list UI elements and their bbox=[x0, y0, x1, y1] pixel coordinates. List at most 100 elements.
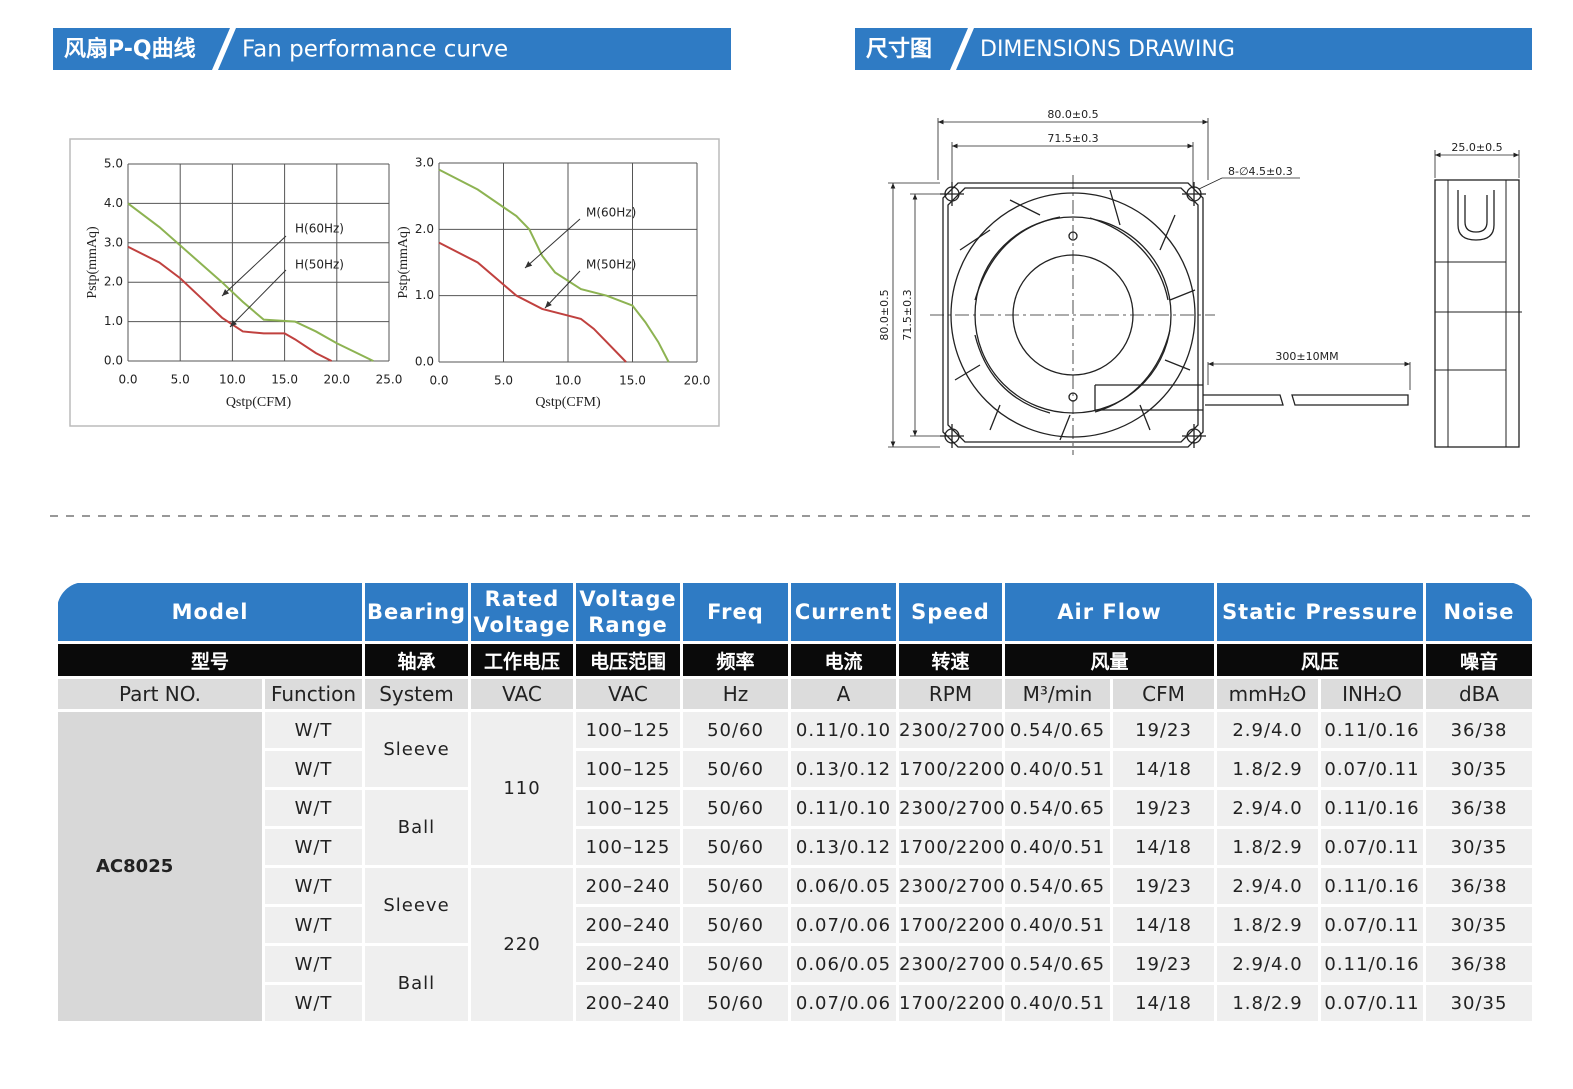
table-row: W/T Ball 100–125 50/60 0.11/0.10 2300/2700 0.5… bbox=[57, 787, 1535, 868]
unit-cell: System bbox=[362, 676, 471, 712]
data-cell: 200–240 bbox=[573, 865, 683, 907]
header-cell: Static Pressure bbox=[1214, 580, 1426, 644]
series-label: H(50Hz) bbox=[295, 258, 344, 272]
x-tick-label: 5.0 bbox=[171, 373, 190, 387]
leader bbox=[1198, 177, 1300, 190]
data-cell: 0.54/0.65 bbox=[1002, 709, 1113, 751]
unit-cell: CFM bbox=[1110, 676, 1217, 712]
data-cell: 50/60 bbox=[680, 748, 791, 790]
x-tick-label: 20.0 bbox=[323, 373, 350, 387]
data-cell: 0.07/0.11 bbox=[1318, 748, 1426, 790]
series-line bbox=[127, 245, 333, 362]
data-cell: 0.06/0.05 bbox=[788, 865, 899, 907]
data-cell: 0.13/0.12 bbox=[788, 748, 899, 790]
data-cell: W/T bbox=[262, 943, 365, 985]
unit-cell: INH₂O bbox=[1318, 676, 1426, 712]
y-axis-label: Pstp(mmAq) bbox=[396, 226, 411, 299]
data-cell: 100–125 bbox=[573, 826, 683, 868]
series-line bbox=[127, 202, 374, 362]
unit-cell: RPM bbox=[896, 676, 1005, 712]
header-cell-cn: 工作电压 bbox=[468, 641, 576, 679]
data-cell: 0.11/0.16 bbox=[1318, 865, 1426, 907]
data-cell: 2300/2700 bbox=[896, 709, 1005, 751]
annotation-arrow bbox=[221, 235, 287, 297]
data-cell: 0.11/0.16 bbox=[1318, 709, 1426, 751]
dim-label: 71.5±0.3 bbox=[901, 289, 914, 340]
x-axis-label: Qstp(CFM) bbox=[535, 395, 601, 410]
data-cell: 36/38 bbox=[1423, 709, 1535, 751]
header-cell-cn: 噪音 bbox=[1423, 641, 1535, 679]
series-label: H(60Hz) bbox=[295, 222, 344, 236]
x-axis-label: Qstp(CFM) bbox=[226, 395, 292, 410]
data-cell: 30/35 bbox=[1423, 982, 1535, 1024]
data-cell: 0.54/0.65 bbox=[1002, 943, 1113, 985]
data-cell: 2.9/4.0 bbox=[1214, 943, 1321, 985]
dim-label: 300±10MM bbox=[1275, 350, 1338, 363]
unit-cell: Function bbox=[262, 676, 365, 712]
y-tick-label: 1.0 bbox=[104, 314, 123, 328]
bearing-cell: Sleeve bbox=[362, 865, 471, 946]
x-tick-label: 10.0 bbox=[219, 373, 246, 387]
data-cell: 200–240 bbox=[573, 904, 683, 946]
header-cell-cn: 电流 bbox=[788, 641, 899, 679]
data-cell: 2.9/4.0 bbox=[1214, 709, 1321, 751]
chart-frame bbox=[69, 138, 720, 427]
model-cell: AC8025 bbox=[55, 709, 265, 1024]
side-clip bbox=[1457, 190, 1495, 241]
dimension-labels: 80.0±0.5 71.5±0.3 8-∅4.5±0.3 80.0±0.5 71… bbox=[878, 108, 1503, 363]
x-tick-label: 0.0 bbox=[118, 373, 137, 387]
table-row: W/T Ball 200–240 50/60 0.06/0.05 2300/2700 0.5… bbox=[57, 943, 1535, 1024]
data-cell: 2.9/4.0 bbox=[1214, 865, 1321, 907]
header-cell: Air Flow bbox=[1002, 580, 1217, 644]
annotation-arrow bbox=[524, 218, 581, 269]
data-cell: 2.9/4.0 bbox=[1214, 787, 1321, 829]
series-label: M(50Hz) bbox=[586, 258, 636, 272]
table-row: W/T 200–240 50/60 0.07/0.06 1700/2200 0.40/0.… bbox=[57, 982, 1535, 1024]
data-cell: 1.8/2.9 bbox=[1214, 748, 1321, 790]
data-cell: 100–125 bbox=[573, 748, 683, 790]
annotation-arrow bbox=[229, 269, 287, 328]
data-cell: 0.40/0.51 bbox=[1002, 904, 1113, 946]
data-cell: 0.40/0.51 bbox=[1002, 982, 1113, 1024]
header-cell: Current bbox=[788, 580, 899, 644]
y-tick-label: 5.0 bbox=[104, 157, 123, 171]
header-en: DIMENSIONS DRAWING bbox=[980, 37, 1235, 62]
data-cell: 2300/2700 bbox=[896, 943, 1005, 985]
unit-cell: M³/min bbox=[1002, 676, 1113, 712]
data-cell: 36/38 bbox=[1423, 787, 1535, 829]
data-cell: 200–240 bbox=[573, 982, 683, 1024]
data-cell: 19/23 bbox=[1110, 865, 1217, 907]
x-tick-label: 25.0 bbox=[376, 373, 403, 387]
header-slash bbox=[212, 28, 236, 70]
data-cell: 36/38 bbox=[1423, 865, 1535, 907]
header-cell-cn: 轴承 bbox=[362, 641, 471, 679]
header-en: Fan performance curve bbox=[242, 37, 508, 63]
rated-cell: 220 bbox=[468, 865, 576, 1024]
spec-table: Model Bearing Rated Voltage Voltage Range Fr… bbox=[55, 580, 1535, 1024]
extension-lines bbox=[1207, 362, 1411, 390]
pq-header: 风扇P-Q曲线 Fan performance curve bbox=[53, 28, 731, 70]
x-tick-label: 0.0 bbox=[429, 374, 448, 388]
y-tick-label: 3.0 bbox=[415, 156, 434, 170]
data-cell: W/T bbox=[262, 904, 365, 946]
y-tick-label: 3.0 bbox=[104, 235, 123, 249]
data-cell: 1700/2200 bbox=[896, 904, 1005, 946]
header-cell-cn: 风压 bbox=[1214, 641, 1426, 679]
bearing-cell: Sleeve bbox=[362, 709, 471, 790]
y-tick-label: 4.0 bbox=[104, 196, 123, 210]
x-tick-label: 15.0 bbox=[619, 374, 646, 388]
y-tick-label: 2.0 bbox=[104, 275, 123, 289]
data-cell: 0.11/0.16 bbox=[1318, 943, 1426, 985]
cable bbox=[1203, 394, 1409, 406]
unit-cell: A bbox=[788, 676, 899, 712]
bearing-cell: Ball bbox=[362, 943, 471, 1024]
data-cell: 50/60 bbox=[680, 826, 791, 868]
data-cell: 50/60 bbox=[680, 709, 791, 751]
data-cell: 14/18 bbox=[1110, 826, 1217, 868]
x-tick-label: 10.0 bbox=[555, 374, 582, 388]
data-cell: 14/18 bbox=[1110, 748, 1217, 790]
extension-lines bbox=[888, 182, 948, 448]
x-tick-label: 20.0 bbox=[684, 374, 711, 388]
data-cell: 30/35 bbox=[1423, 904, 1535, 946]
